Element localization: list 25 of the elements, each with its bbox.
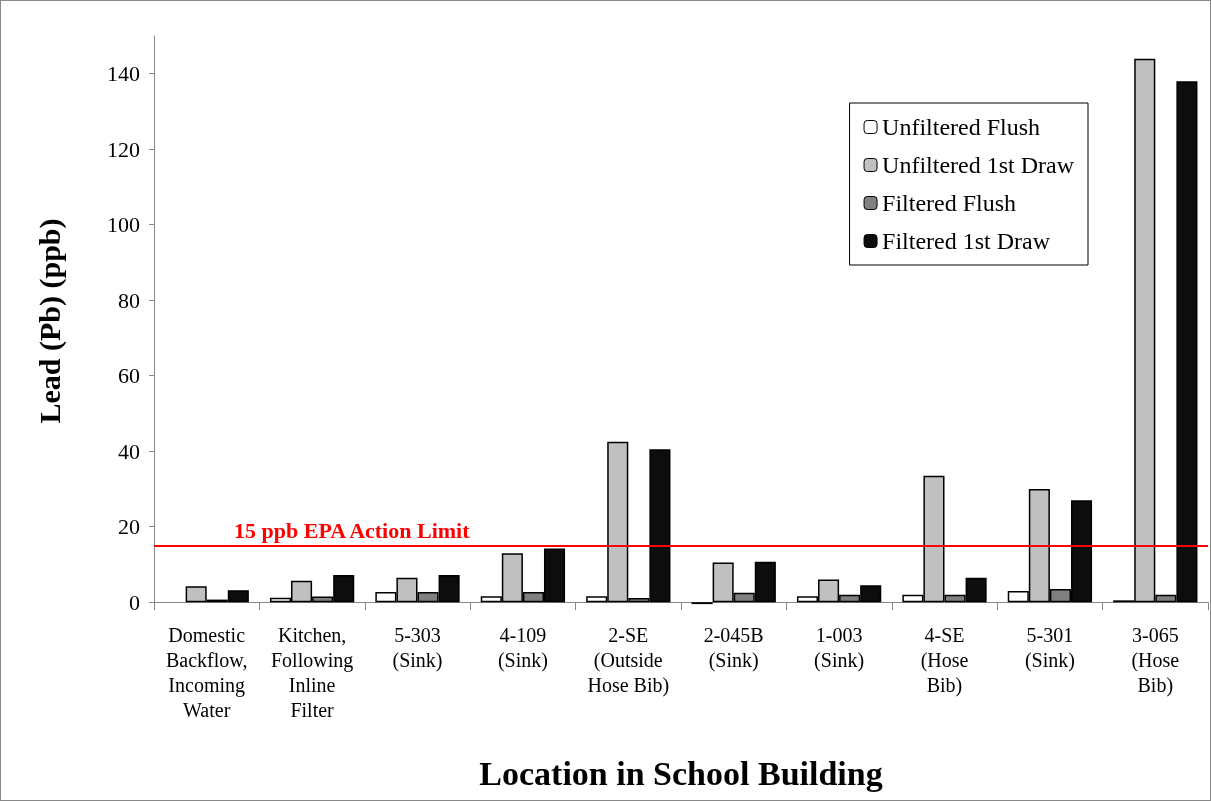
legend-label: Unfiltered Flush xyxy=(882,114,1041,140)
legend-label: Unfiltered 1st Draw xyxy=(882,152,1075,178)
x-tick-label: 1-003 (Sink) xyxy=(814,623,865,672)
y-tick-label: 60 xyxy=(118,363,140,389)
y-tick-label: 0 xyxy=(129,589,140,615)
y-tick-label: 120 xyxy=(107,136,140,162)
x-tick-label: Kitchen, Following Inline Filter xyxy=(270,623,354,721)
y-tick-label: 40 xyxy=(118,438,140,464)
y-tick-label: 20 xyxy=(118,514,140,540)
y-axis-title: Lead (Pb) (ppb) xyxy=(32,218,67,424)
x-tick-label: 2-045B (Sink) xyxy=(703,623,764,672)
x-axis-title: Location in School Building xyxy=(479,754,883,792)
x-tick-label: 5-303 (Sink) xyxy=(392,623,443,672)
y-tick-label: 100 xyxy=(107,212,140,238)
x-tick-label: 4-109 (Sink) xyxy=(497,623,548,672)
x-tick-label: Domestic Backflow, Incoming Water xyxy=(165,623,248,721)
x-tick-label: 3-065 (Hose Bib) xyxy=(1131,623,1180,697)
y-tick-label: 80 xyxy=(118,287,140,313)
y-tick-label: 140 xyxy=(107,61,140,87)
x-tick-label: 4-SE (Hose Bib) xyxy=(920,623,969,697)
ref-line-label: 15 ppb EPA Action Limit xyxy=(234,518,471,544)
legend-label: Filtered Flush xyxy=(882,190,1017,216)
x-tick-label: 2-SE (Outside Hose Bib) xyxy=(587,623,670,697)
legend-label: Filtered 1st Draw xyxy=(882,228,1051,254)
x-tick-label: 5-301 (Sink) xyxy=(1024,623,1075,672)
